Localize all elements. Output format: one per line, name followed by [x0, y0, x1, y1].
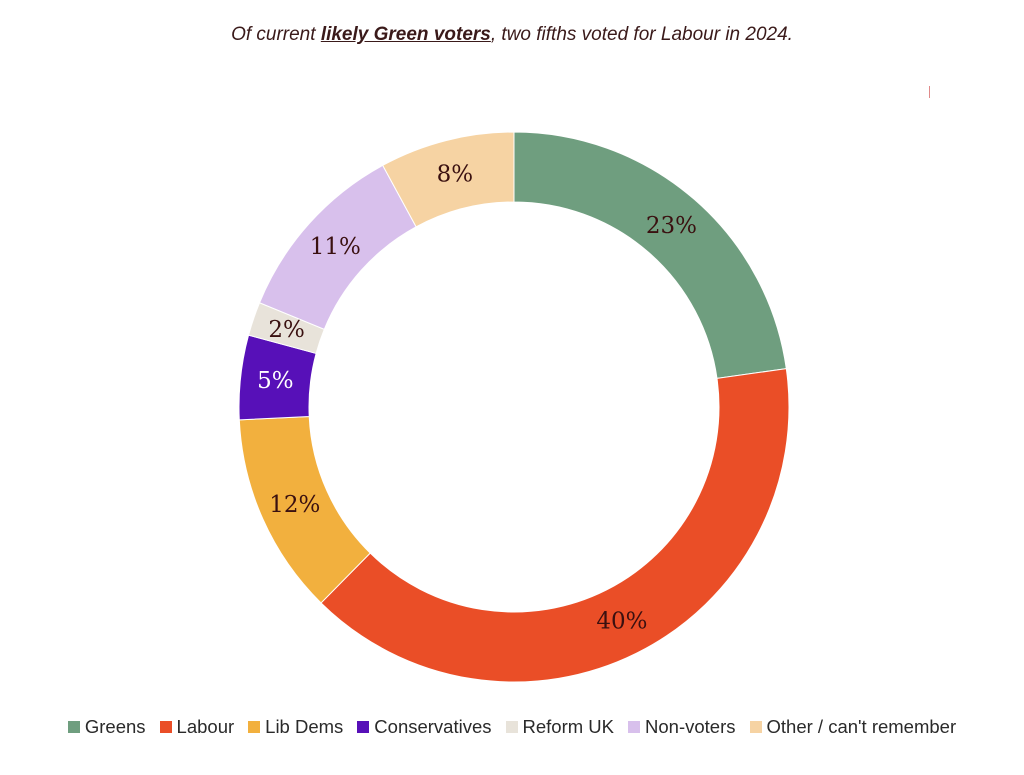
legend-swatch — [628, 721, 641, 733]
slice-labour — [320, 368, 790, 683]
legend-label: Non-voters — [645, 716, 736, 737]
legend-item-non-voters: Non-voters — [628, 716, 736, 738]
slice-label-other-can-t-remember: 8% — [437, 161, 474, 187]
legend-label: Other / can't remember — [766, 716, 957, 737]
legend-swatch — [67, 721, 80, 733]
legend-swatch — [159, 721, 172, 733]
legend-item-labour: Labour — [159, 716, 235, 738]
legend-item-greens: Greens — [67, 716, 146, 738]
legend-swatch — [248, 721, 261, 733]
legend-item-conservatives: Conservatives — [357, 716, 492, 738]
legend-item-lib-dems: Lib Dems — [248, 716, 343, 738]
subtitle-emphasis: likely Green voters — [320, 24, 491, 45]
legend-label: Greens — [84, 716, 146, 737]
slice-label-reform-uk: 2% — [268, 317, 305, 343]
chart-legend: Greens Labour Lib Dems Conservatives Reform … — [0, 716, 1024, 738]
legend-swatch — [357, 721, 370, 733]
legend-item-other-can-t-remember: Other / can't remember — [749, 716, 957, 738]
legend-item-reform-uk: Reform UK — [505, 716, 615, 738]
slice-label-lib-dems: 12% — [269, 492, 320, 518]
slice-label-labour: 40% — [596, 608, 647, 634]
legend-swatch — [749, 721, 762, 733]
slice-label-non-voters: 11% — [310, 234, 361, 260]
legend-label: Labour — [176, 716, 235, 737]
subtitle-prefix: Of current — [231, 24, 321, 45]
legend-label: Conservatives — [374, 716, 492, 737]
stray-tick-mark — [929, 86, 930, 98]
slice-other-can-t-remember — [382, 131, 515, 228]
legend-label: Reform UK — [522, 716, 615, 737]
chart-subtitle: Of current likely Green voters, two fift… — [0, 24, 1024, 46]
subtitle-suffix: , two fifths voted for Labour in 2024. — [490, 24, 793, 45]
legend-label: Lib Dems — [265, 716, 344, 737]
slice-label-conservatives: 5% — [257, 368, 294, 394]
legend-swatch — [505, 721, 518, 733]
slice-greens — [513, 131, 787, 379]
slice-label-greens: 23% — [646, 213, 697, 239]
